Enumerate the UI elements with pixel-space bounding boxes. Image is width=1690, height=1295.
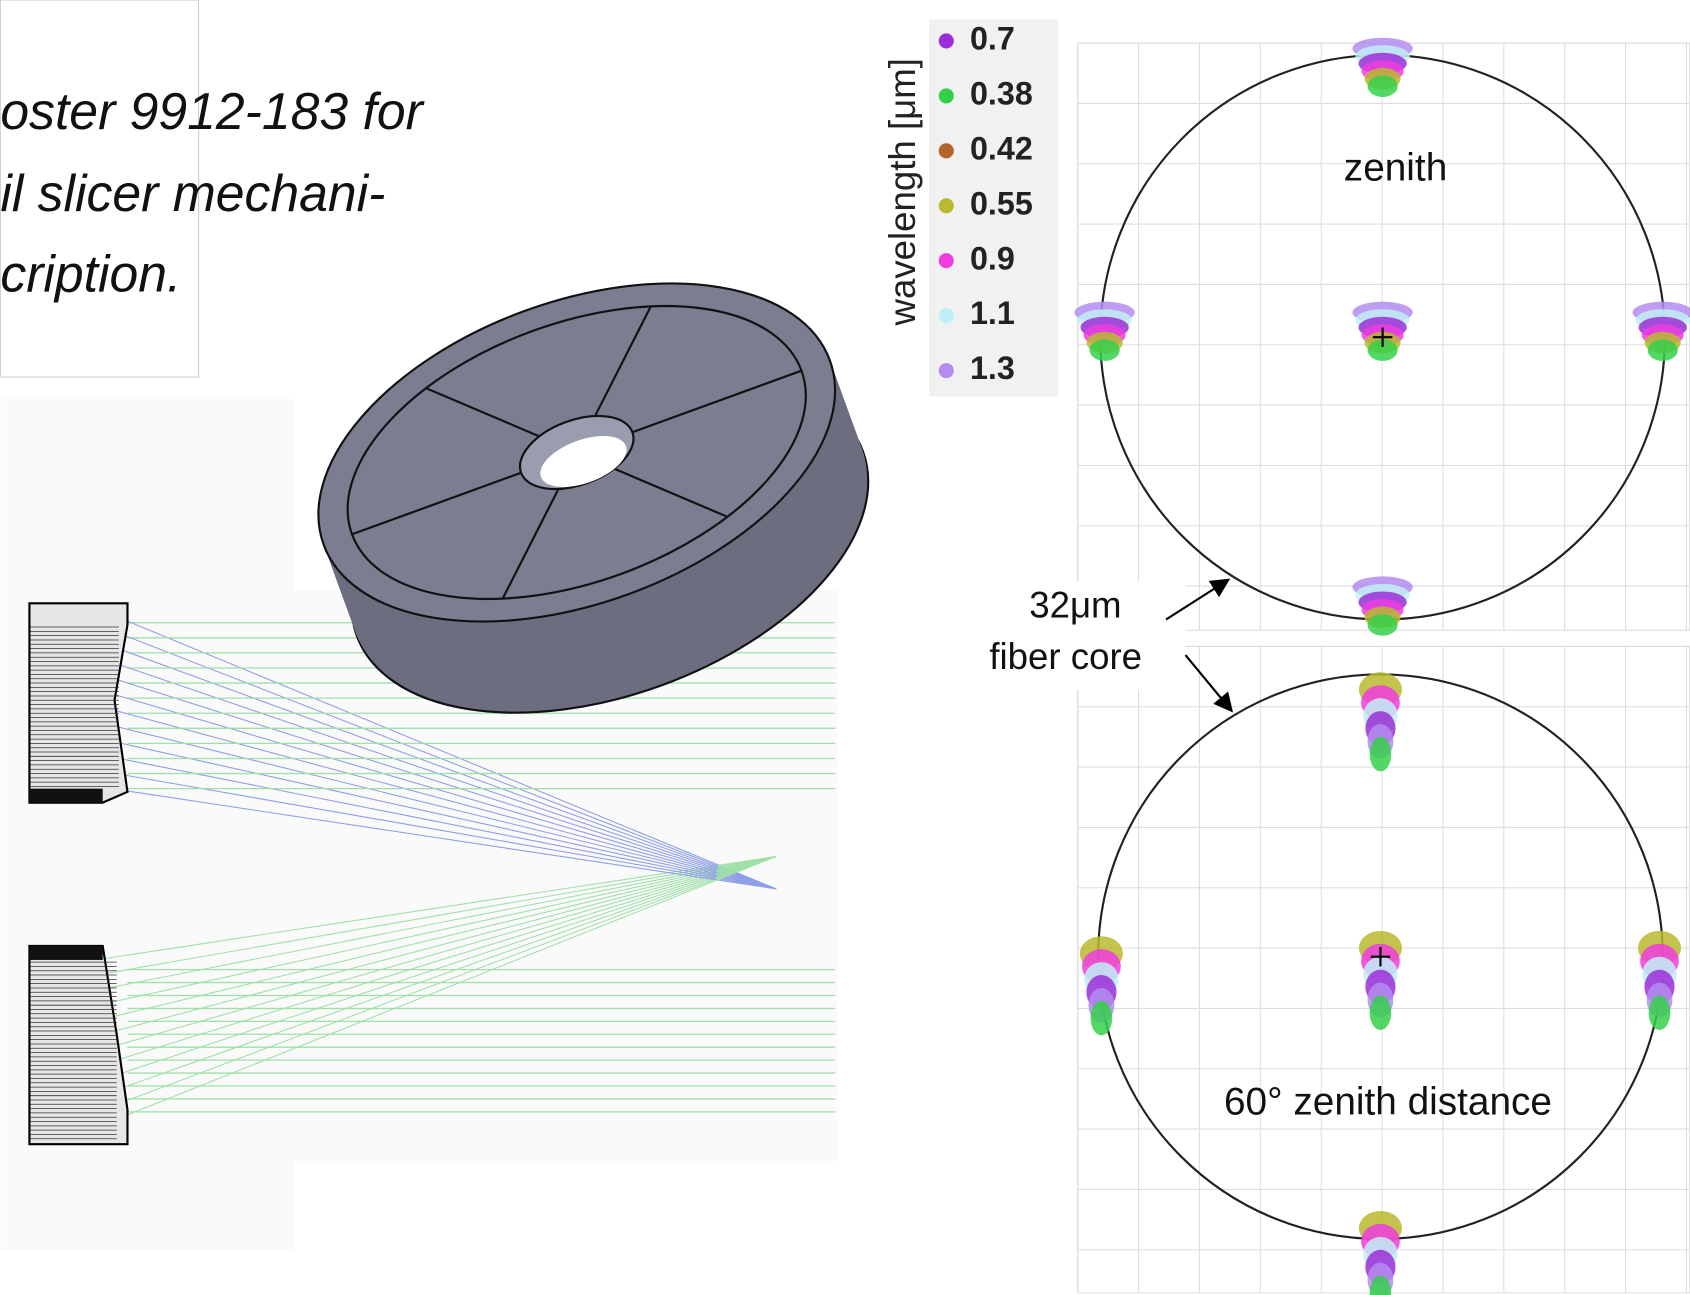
spot bbox=[1370, 995, 1392, 1029]
lens-upper bbox=[29, 603, 127, 802]
annotation: fiber core bbox=[989, 636, 1142, 677]
panel-label: 60° zenith distance bbox=[1224, 1081, 1552, 1124]
legend-label: 0.38 bbox=[970, 75, 1033, 111]
legend-label: 0.55 bbox=[970, 185, 1033, 221]
legend-dot bbox=[939, 363, 954, 378]
legend-dot bbox=[939, 253, 954, 268]
caption-line: oster 9912-183 for bbox=[0, 82, 424, 140]
legend-label: 0.42 bbox=[970, 130, 1033, 166]
spot bbox=[1090, 339, 1120, 361]
figure: oster 9912-183 for il slicer mechani- cr… bbox=[0, 0, 1690, 1295]
spot bbox=[1368, 614, 1398, 636]
legend-label: 0.7 bbox=[970, 20, 1015, 56]
spot bbox=[1649, 995, 1671, 1029]
panel-label: zenith bbox=[1344, 146, 1447, 189]
caption-line: il slicer mechani- bbox=[0, 164, 385, 222]
annotation: 32μm bbox=[1029, 584, 1121, 625]
spot bbox=[1370, 737, 1392, 771]
legend-title: wavelength [μm] bbox=[882, 58, 923, 326]
legend-label: 1.3 bbox=[970, 350, 1015, 386]
spot bbox=[1648, 339, 1678, 361]
caption: oster 9912-183 for il slicer mechani- cr… bbox=[0, 82, 424, 303]
legend-dot bbox=[939, 88, 954, 103]
legend-dot bbox=[939, 198, 954, 213]
caption-line: cription. bbox=[0, 245, 181, 303]
legend-label: 1.1 bbox=[970, 295, 1015, 331]
spot bbox=[1091, 1001, 1113, 1035]
spot bbox=[1368, 75, 1398, 97]
legend-dot bbox=[939, 143, 954, 158]
page: oster 9912-183 for il slicer mechani- cr… bbox=[0, 0, 1690, 1295]
legend-dot bbox=[939, 33, 954, 48]
legend-dot bbox=[939, 308, 954, 323]
legend-label: 0.9 bbox=[970, 240, 1015, 276]
